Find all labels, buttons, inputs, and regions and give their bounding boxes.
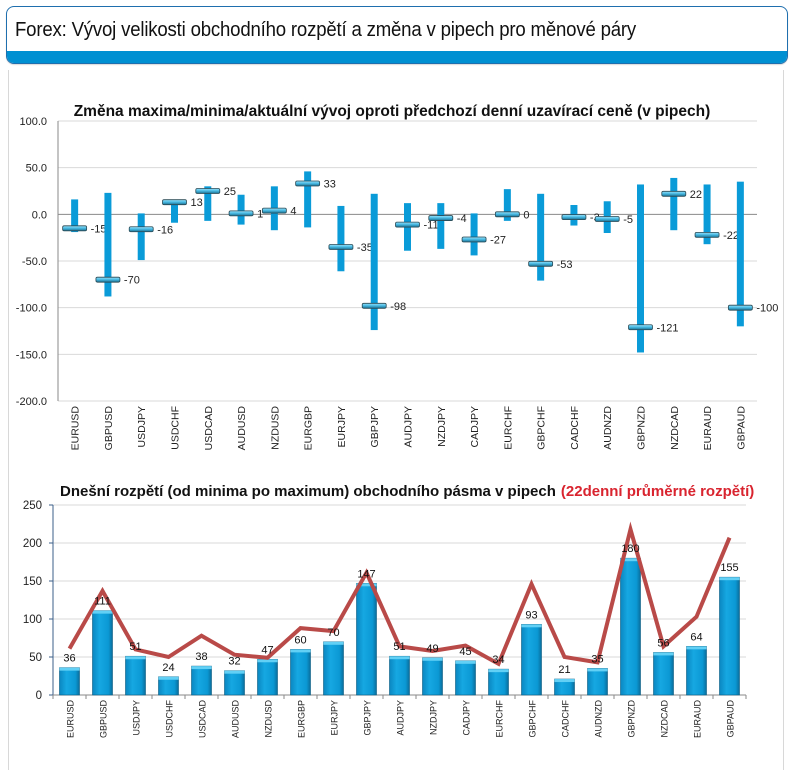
high-low-bar bbox=[238, 195, 245, 225]
x-tick-label: NZDUSD bbox=[269, 406, 281, 450]
y-tick-label: -100.0 bbox=[16, 303, 47, 315]
data-label: -5 bbox=[623, 214, 633, 226]
x-tick-label: NZDCAD bbox=[669, 406, 681, 450]
x-tick-label: CADCHF bbox=[569, 406, 581, 450]
high-low-bar bbox=[337, 206, 344, 271]
x-tick-label: AUDJPY bbox=[403, 406, 415, 447]
data-label: -121 bbox=[657, 322, 679, 334]
current-marker bbox=[595, 217, 619, 222]
x-tick-label: AUDNZD bbox=[602, 406, 614, 450]
current-marker bbox=[728, 305, 752, 310]
data-label: -35 bbox=[357, 242, 373, 254]
current-marker bbox=[396, 222, 420, 227]
current-marker bbox=[529, 261, 553, 266]
data-label: -70 bbox=[124, 275, 140, 287]
y-tick-label: 100.0 bbox=[19, 116, 47, 128]
data-label: -53 bbox=[557, 259, 573, 271]
current-marker bbox=[495, 212, 519, 217]
y-tick-label: 50.0 bbox=[26, 163, 47, 175]
y-tick-label: -200.0 bbox=[16, 396, 47, 408]
x-tick-label: GBPCHF bbox=[536, 406, 548, 450]
data-label: 33 bbox=[324, 179, 336, 191]
x-tick-label: GBPNZD bbox=[636, 406, 648, 450]
current-marker bbox=[163, 200, 187, 205]
current-marker bbox=[562, 215, 586, 220]
x-tick-label: EURJPY bbox=[336, 406, 348, 447]
y-tick-label: -50.0 bbox=[22, 256, 47, 268]
x-tick-label: EURGBP bbox=[303, 406, 315, 450]
x-tick-label: EURAUD bbox=[702, 406, 714, 451]
x-tick-label: USDCAD bbox=[203, 406, 215, 451]
high-low-bar bbox=[670, 178, 677, 230]
data-label: 13 bbox=[191, 197, 203, 209]
current-marker bbox=[96, 277, 120, 282]
y-tick-label: 0.0 bbox=[32, 209, 47, 221]
current-marker bbox=[629, 325, 653, 330]
high-low-bar bbox=[138, 213, 145, 260]
x-tick-label: USDCHF bbox=[170, 406, 182, 450]
current-marker bbox=[196, 189, 220, 194]
x-tick-label: GBPJPY bbox=[369, 406, 381, 447]
high-low-bar bbox=[304, 171, 311, 227]
x-tick-label: NZDJPY bbox=[436, 406, 448, 447]
current-marker bbox=[229, 211, 253, 216]
current-marker bbox=[129, 227, 153, 232]
x-tick-label: AUDUSD bbox=[236, 406, 248, 451]
data-label: -100 bbox=[756, 303, 778, 315]
high-low-bar bbox=[437, 203, 444, 249]
y-tick-label: -150.0 bbox=[16, 349, 47, 361]
data-label: -27 bbox=[490, 235, 506, 247]
data-label: 22 bbox=[690, 189, 702, 201]
current-marker bbox=[262, 208, 286, 213]
data-label: -98 bbox=[390, 301, 406, 313]
high-low-bar bbox=[537, 194, 544, 281]
chart1-title: Změna maxima/minima/aktuální vývoj oprot… bbox=[74, 103, 711, 120]
data-label: 4 bbox=[290, 206, 296, 218]
current-marker bbox=[429, 216, 453, 221]
current-marker bbox=[695, 232, 719, 237]
data-label: 0 bbox=[523, 209, 529, 221]
high-low-bar bbox=[737, 182, 744, 327]
current-marker bbox=[329, 245, 353, 250]
current-marker bbox=[63, 226, 87, 231]
x-tick-label: USDJPY bbox=[136, 406, 148, 447]
high-low-bar bbox=[371, 194, 378, 330]
current-marker bbox=[296, 181, 320, 186]
high-low-bar bbox=[471, 213, 478, 255]
data-label: 25 bbox=[224, 186, 236, 198]
x-tick-label: EURUSD bbox=[70, 406, 82, 451]
current-marker bbox=[662, 191, 686, 196]
x-tick-label: GBPAUD bbox=[735, 406, 747, 450]
data-label: -11 bbox=[424, 220, 439, 232]
range-change-chart: Změna maxima/minima/aktuální vývoj oprot… bbox=[0, 0, 794, 460]
x-tick-label: GBPUSD bbox=[103, 406, 115, 451]
data-label: -16 bbox=[157, 224, 173, 236]
current-marker bbox=[462, 237, 486, 242]
data-label: -4 bbox=[457, 213, 467, 225]
current-marker bbox=[362, 303, 386, 308]
data-label: -22 bbox=[723, 230, 739, 242]
x-tick-label: CADJPY bbox=[469, 406, 481, 447]
x-tick-label: EURCHF bbox=[502, 406, 514, 450]
data-label: -15 bbox=[91, 223, 107, 235]
